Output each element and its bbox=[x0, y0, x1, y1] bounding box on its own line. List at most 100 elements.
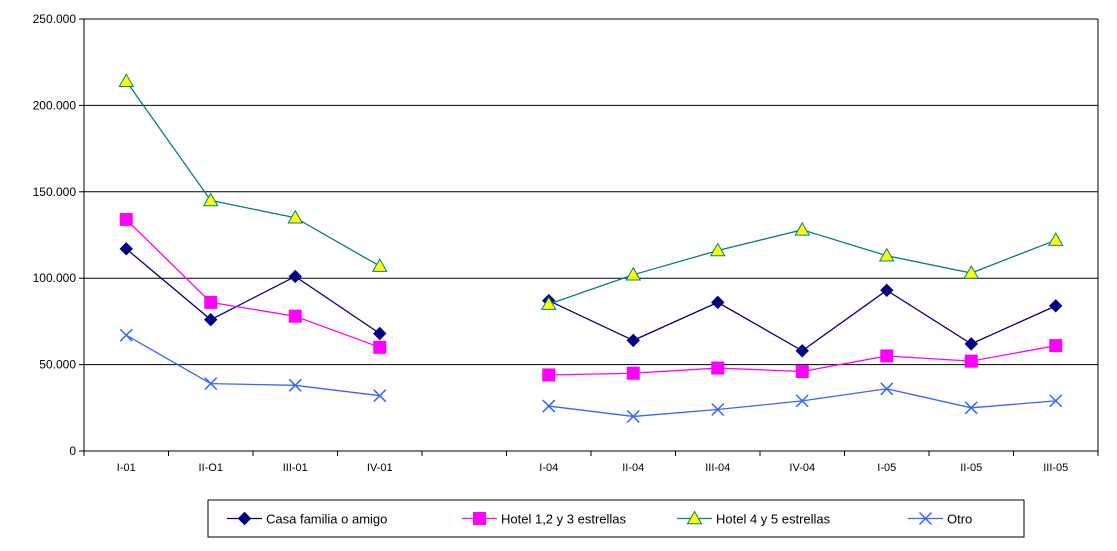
data-point bbox=[880, 382, 894, 396]
data-point bbox=[878, 247, 895, 262]
legend-entry: Casa familia o amigo bbox=[227, 512, 387, 527]
data-point bbox=[1049, 299, 1063, 313]
data-point-stroke bbox=[288, 378, 302, 392]
x-tick-label: I-05 bbox=[877, 462, 896, 474]
data-point bbox=[963, 265, 980, 279]
data-point bbox=[118, 73, 135, 87]
data-point-stroke bbox=[795, 394, 809, 408]
legend-marker-stroke bbox=[918, 511, 933, 526]
legend-marker bbox=[918, 511, 933, 526]
y-tick-label: 200.000 bbox=[33, 98, 77, 112]
legend-box bbox=[207, 499, 1025, 538]
data-point bbox=[287, 209, 304, 224]
x-tick-label: II-04 bbox=[622, 462, 644, 474]
data-point-stroke bbox=[626, 409, 640, 423]
data-point-stroke bbox=[204, 377, 218, 391]
x-tick-label: II-05 bbox=[960, 462, 982, 474]
x-tick-label: IV-04 bbox=[789, 462, 815, 474]
plot-frame bbox=[83, 19, 1099, 452]
x-tick-label: I-01 bbox=[117, 462, 136, 474]
data-point bbox=[542, 399, 556, 413]
series-3 bbox=[118, 73, 1064, 310]
x-tick-label: II-O1 bbox=[199, 462, 223, 474]
y-tick-label: 0 bbox=[69, 444, 76, 458]
x-tick-label: III-05 bbox=[1043, 462, 1068, 474]
data-point bbox=[119, 328, 133, 342]
legend: Casa familia o amigo Hotel 1,2 y 3 estrel… bbox=[207, 499, 1025, 538]
data-point bbox=[204, 295, 218, 309]
legend-entry: Hotel 1,2 y 3 estrellas bbox=[462, 512, 627, 527]
data-point bbox=[964, 337, 978, 351]
y-tick-label: 250.000 bbox=[33, 12, 77, 26]
data-point bbox=[202, 192, 219, 207]
legend-label: Casa familia o amigo bbox=[266, 512, 387, 527]
series-line bbox=[125, 80, 381, 267]
legend-entry: Otro bbox=[908, 512, 972, 527]
x-tick-label: III-04 bbox=[705, 462, 730, 474]
data-point bbox=[542, 368, 556, 382]
data-point bbox=[794, 221, 811, 236]
gridlines bbox=[84, 18, 1098, 366]
legend-label: Hotel 1,2 y 3 estrellas bbox=[501, 512, 627, 527]
x-tick-label: IV-01 bbox=[367, 462, 393, 474]
x-tick-label: I-04 bbox=[539, 462, 558, 474]
data-point bbox=[795, 344, 809, 358]
y-tick-label: 100.000 bbox=[33, 271, 77, 285]
data-point-stroke bbox=[1049, 394, 1063, 408]
data-point bbox=[880, 283, 894, 298]
data-point bbox=[204, 312, 218, 327]
data-point bbox=[880, 349, 894, 363]
series-line bbox=[548, 388, 1056, 418]
legend-marker bbox=[686, 510, 703, 525]
data-point bbox=[373, 389, 387, 403]
data-point bbox=[964, 354, 978, 368]
data-point bbox=[288, 309, 302, 323]
legend-marker bbox=[473, 512, 486, 525]
legend-entry: Hotel 4 y 5 estrellas bbox=[677, 510, 831, 527]
data-point bbox=[119, 212, 133, 226]
data-point bbox=[711, 295, 725, 310]
series-line bbox=[125, 218, 380, 348]
data-point bbox=[964, 401, 978, 415]
data-point-stroke bbox=[542, 399, 556, 413]
data-point bbox=[119, 242, 133, 256]
data-point bbox=[795, 394, 809, 408]
data-point bbox=[204, 377, 218, 391]
y-tick-label: 50.000 bbox=[39, 358, 76, 372]
series-line bbox=[125, 248, 381, 335]
data-point bbox=[1047, 232, 1064, 246]
y-axis: 0 50.000 100.000 150.000 200.000 250.000 bbox=[33, 12, 84, 458]
data-point-stroke bbox=[119, 328, 133, 342]
series-line bbox=[125, 334, 380, 397]
data-point bbox=[1049, 394, 1063, 408]
data-point bbox=[373, 340, 387, 354]
legend-marker bbox=[237, 511, 252, 526]
y-tick-label: 150.000 bbox=[33, 185, 77, 199]
series-4 bbox=[119, 328, 1063, 423]
x-axis: I-01 II-O1 III-01 IV-01 I-04 II-04 III-04 IV-04… bbox=[83, 451, 1099, 474]
data-point bbox=[711, 361, 725, 375]
data-point bbox=[1049, 339, 1063, 353]
data-point bbox=[288, 269, 302, 284]
data-point bbox=[626, 333, 640, 348]
x-tick-label: III-01 bbox=[283, 462, 308, 474]
series-group bbox=[118, 73, 1064, 423]
data-point-stroke bbox=[711, 402, 725, 417]
series-line bbox=[548, 289, 1057, 352]
data-point bbox=[795, 365, 809, 379]
series-1 bbox=[119, 242, 1063, 358]
data-point-stroke bbox=[373, 389, 387, 403]
data-point bbox=[709, 242, 726, 257]
data-point bbox=[373, 326, 387, 341]
data-point bbox=[371, 258, 388, 272]
data-point bbox=[711, 402, 725, 417]
data-point bbox=[540, 296, 557, 310]
series-2 bbox=[119, 212, 1063, 382]
data-point bbox=[288, 378, 302, 392]
data-point bbox=[626, 409, 640, 423]
legend-label: Hotel 4 y 5 estrellas bbox=[716, 512, 831, 527]
data-point bbox=[625, 266, 642, 281]
data-point-stroke bbox=[880, 382, 894, 396]
series-line bbox=[548, 229, 1056, 305]
